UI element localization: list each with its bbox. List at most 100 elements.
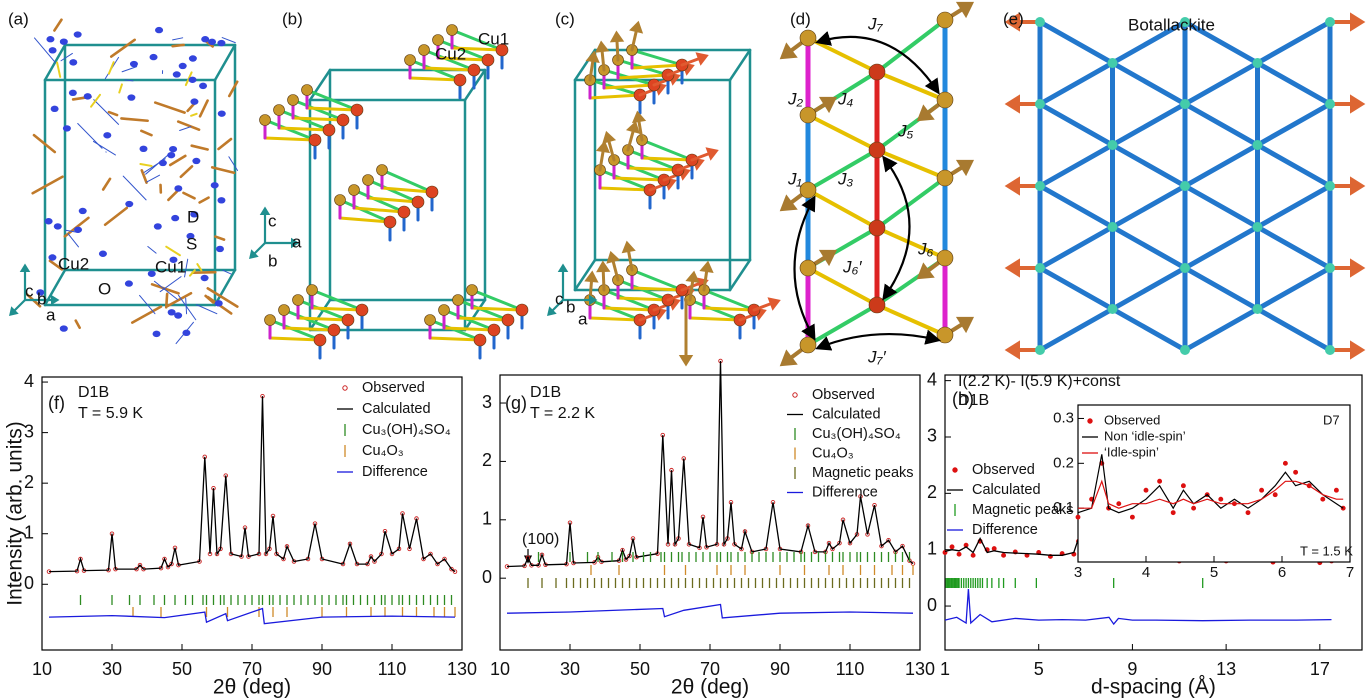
bond	[94, 100, 119, 125]
structure-label: a	[578, 309, 588, 328]
bond	[219, 139, 231, 149]
bond	[105, 208, 127, 225]
atom	[1253, 222, 1263, 232]
bond	[1185, 63, 1258, 104]
observed-point	[1076, 515, 1080, 519]
bond	[1258, 22, 1331, 63]
annotation: D1B	[78, 384, 109, 401]
atom	[84, 93, 92, 99]
atom	[1325, 181, 1335, 191]
atom	[103, 132, 111, 138]
structure-label: J₁	[787, 169, 802, 188]
y-tick-label: 0.2	[1053, 454, 1074, 471]
legend-label: Observed	[812, 387, 875, 403]
bond	[617, 42, 618, 60]
structure-label: Cu1	[155, 257, 186, 276]
atom	[199, 83, 207, 89]
spin-arrow	[1350, 12, 1365, 31]
x-tick-label: 6	[1278, 564, 1286, 581]
atom	[937, 327, 953, 343]
bond	[632, 288, 682, 290]
spin-arrow	[1350, 94, 1365, 113]
atom	[337, 114, 349, 126]
atom	[216, 246, 224, 252]
exchange-arrow	[884, 158, 910, 298]
atom	[217, 197, 225, 203]
annotation: T = 1.5 K	[1300, 543, 1353, 558]
observed-point	[950, 545, 954, 549]
observed-point	[1273, 493, 1277, 497]
bond	[1185, 186, 1258, 227]
bond	[1040, 63, 1113, 104]
atom	[153, 331, 161, 337]
bond	[590, 95, 640, 98]
atom	[51, 106, 59, 112]
atom	[363, 175, 374, 186]
x-tick-label: 3	[1074, 564, 1082, 581]
y-tick-label: 2	[482, 450, 492, 470]
atom	[169, 146, 177, 152]
x-tick-label: 50	[172, 659, 192, 679]
bond	[410, 78, 460, 80]
bond	[704, 308, 754, 310]
atom	[342, 314, 354, 326]
atom	[179, 63, 187, 69]
observed-point	[1158, 479, 1162, 483]
bond	[1040, 22, 1113, 63]
bond	[618, 298, 668, 300]
atom	[447, 25, 458, 36]
atom	[171, 215, 179, 221]
legend-label: Observed	[972, 462, 1035, 478]
atom	[937, 250, 953, 266]
bond	[1113, 104, 1186, 145]
bond	[1113, 63, 1186, 104]
legend-symbol	[1088, 419, 1092, 423]
y-tick-label: 0	[482, 567, 492, 587]
atom	[140, 146, 148, 152]
bond	[1040, 268, 1113, 309]
bond	[632, 50, 682, 65]
atom	[60, 325, 68, 331]
legend-label: ‘Idle-spin’	[1104, 444, 1159, 459]
bond	[603, 272, 604, 290]
observed-point	[1334, 488, 1338, 492]
bond	[1185, 104, 1258, 145]
observed-point	[992, 547, 996, 551]
atom	[182, 330, 190, 336]
spin-arrow	[1350, 340, 1365, 359]
structure-label: J₃	[837, 169, 854, 188]
spin-arrow	[1350, 176, 1365, 195]
atom	[351, 104, 363, 116]
bond	[68, 234, 78, 247]
atom	[800, 260, 816, 276]
observed-point	[1181, 484, 1185, 488]
atom	[869, 64, 885, 80]
spin-arrow	[622, 241, 636, 254]
bond	[180, 127, 191, 131]
bond	[121, 118, 147, 120]
atom	[1108, 140, 1118, 150]
structure-label: J₇	[867, 14, 884, 33]
atom	[439, 305, 450, 316]
atom	[211, 182, 219, 188]
legend-label: Observed	[362, 380, 425, 396]
bond	[1258, 104, 1331, 145]
bond	[111, 40, 134, 57]
spin-arrow	[610, 30, 624, 42]
atom	[869, 220, 885, 236]
atom	[125, 201, 133, 207]
bond	[877, 178, 945, 228]
bond	[61, 53, 72, 60]
atom	[800, 107, 816, 123]
bond	[122, 67, 136, 72]
atom	[45, 218, 53, 224]
structure-label: c	[555, 289, 564, 308]
bond	[877, 305, 945, 335]
y-tick-label: 2	[927, 482, 937, 502]
structure-label: J₅	[897, 121, 914, 140]
y-tick-label: 4	[927, 369, 937, 389]
panel-label: (b)	[282, 9, 303, 28]
bond	[265, 138, 315, 140]
x-tick-label: 10	[32, 659, 52, 679]
atom	[189, 55, 197, 61]
